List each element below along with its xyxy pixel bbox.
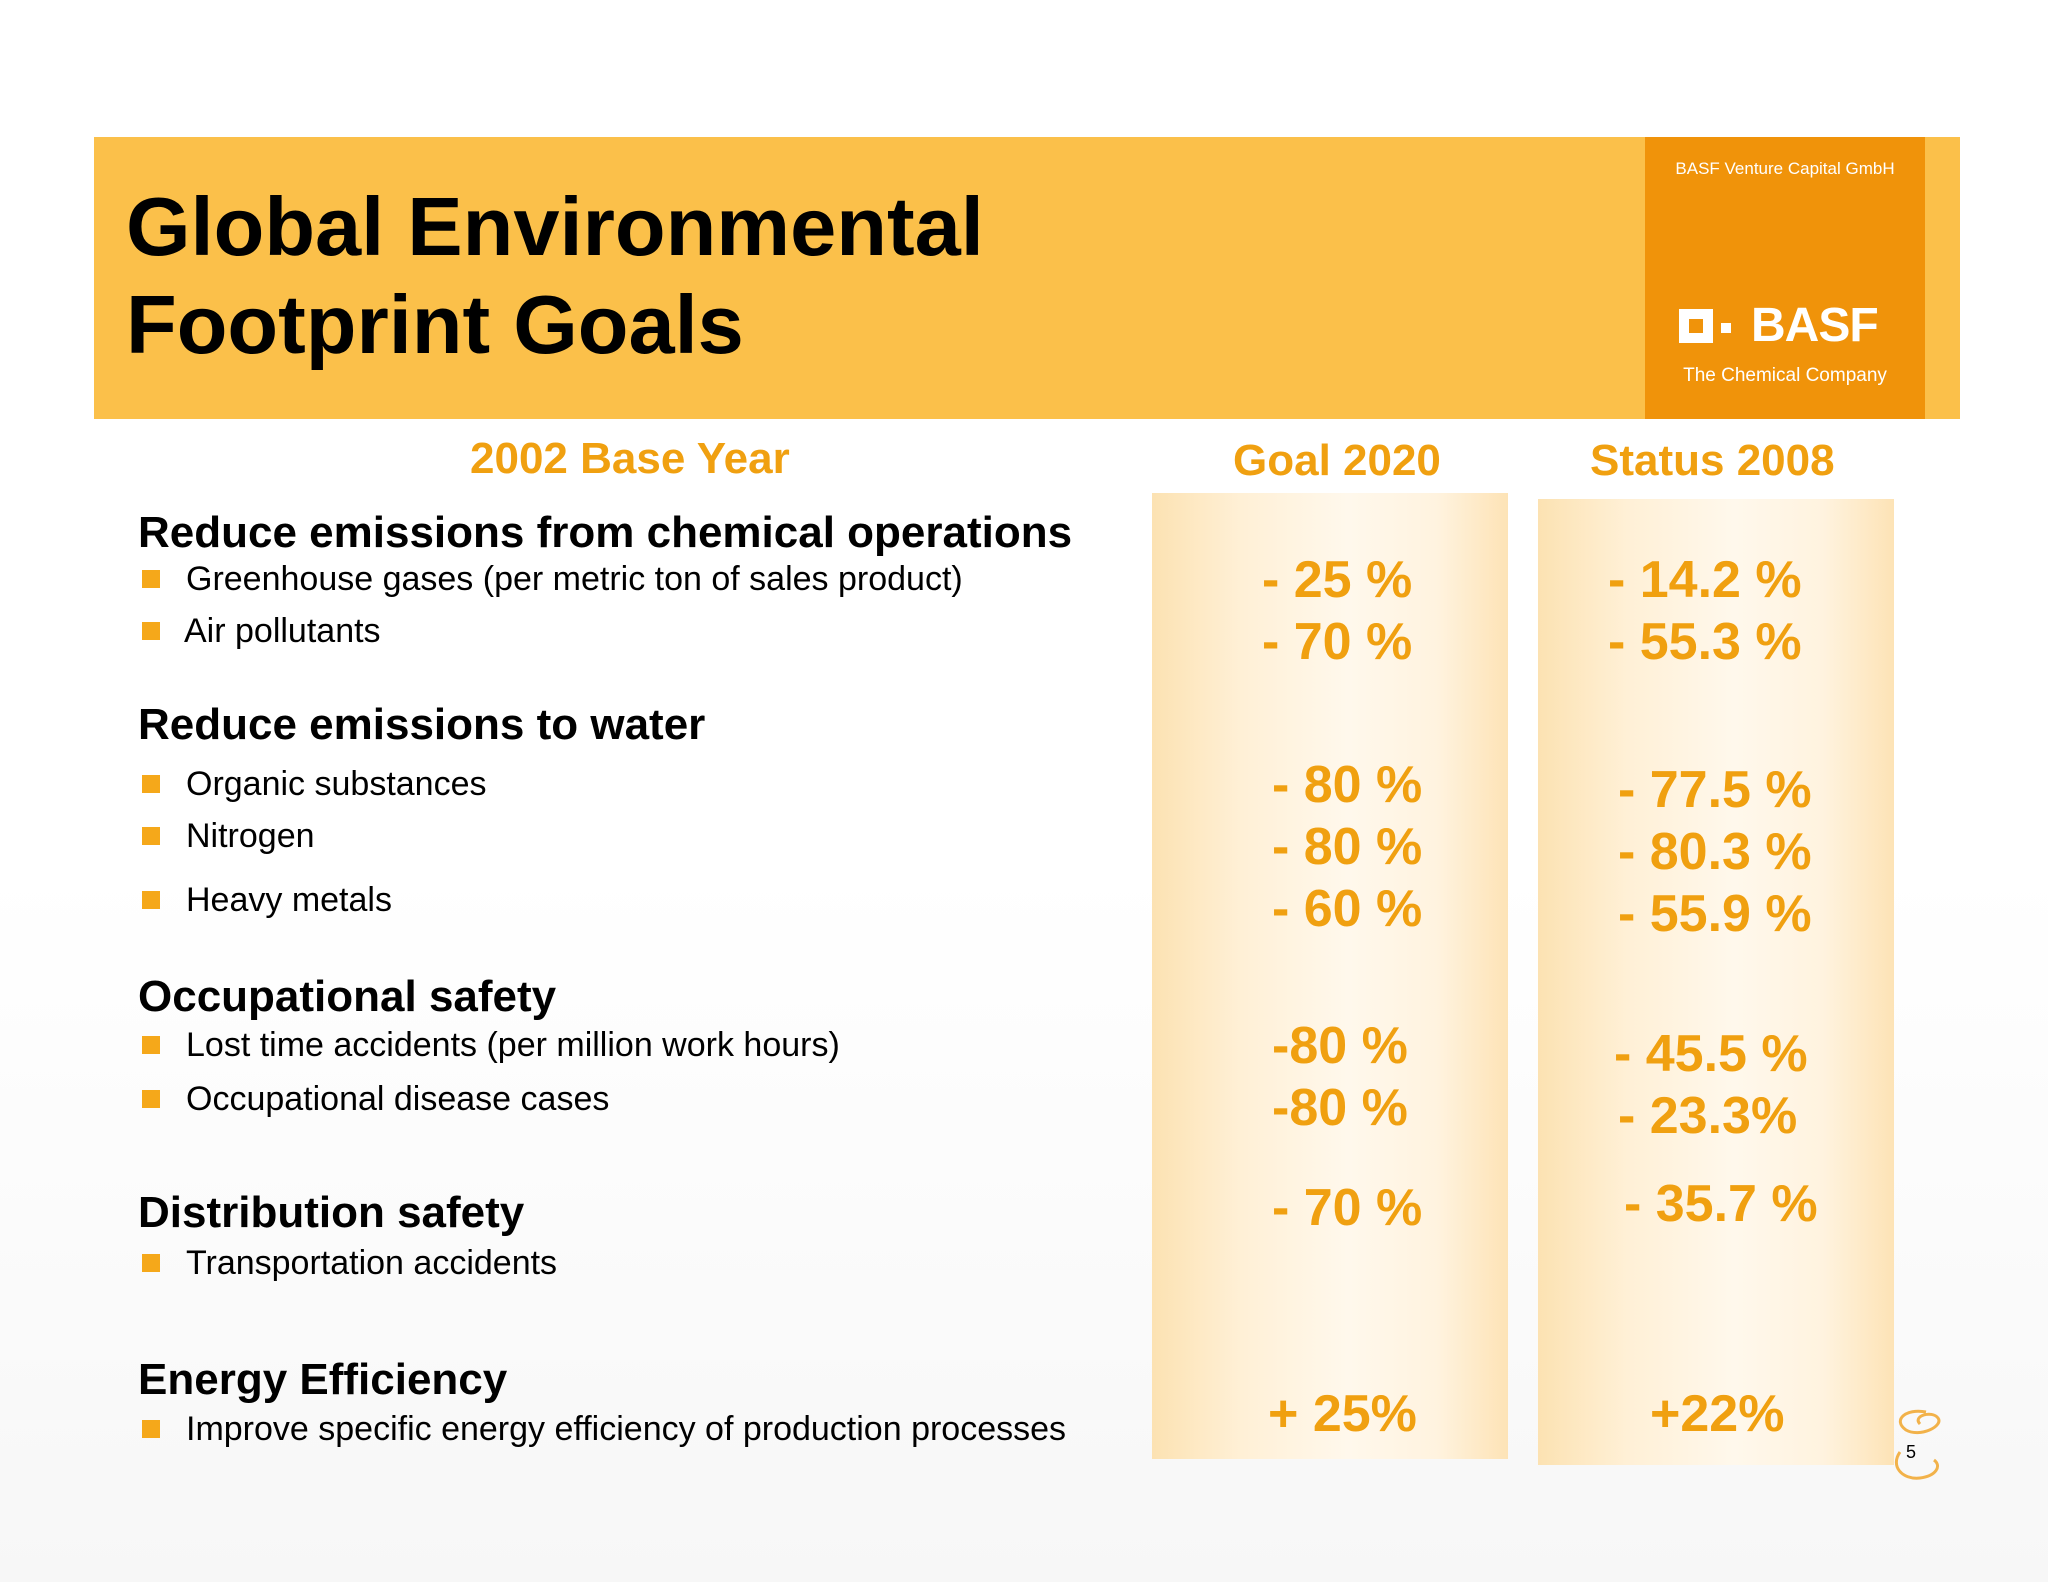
bullet-square-icon xyxy=(142,827,160,845)
status-value: - 77.5 % xyxy=(1618,761,1812,819)
swirl-logo-icon xyxy=(1894,1409,1941,1480)
column-header-base-year: 2002 Base Year xyxy=(470,434,790,483)
company-tagline: The Chemical Company xyxy=(1683,365,1887,386)
slide-title: Global Environmental Footprint Goals xyxy=(126,178,984,374)
goal-value: - 25 % xyxy=(1262,551,1413,609)
section-heading: Energy Efficiency xyxy=(138,1355,508,1404)
column-header-status: Status 2008 xyxy=(1590,436,1835,485)
goal-value: -80 % xyxy=(1272,1017,1408,1075)
status-value: - 35.7 % xyxy=(1624,1175,1818,1233)
status-value: - 14.2 % xyxy=(1608,551,1802,609)
bullet-square-icon xyxy=(142,1090,160,1108)
basf-square-icon xyxy=(1679,309,1713,343)
bullet-square-icon xyxy=(142,891,160,909)
basf-small-square-icon xyxy=(1721,323,1731,333)
item-label: Nitrogen xyxy=(186,817,315,855)
basf-logo-word: BASF xyxy=(1751,299,1879,352)
item-label: Organic substances xyxy=(186,765,487,803)
item-label: Air pollutants xyxy=(184,612,381,650)
status-value: - 55.9 % xyxy=(1618,885,1812,943)
status-value: - 45.5 % xyxy=(1614,1025,1808,1083)
status-column-background xyxy=(1538,499,1894,1465)
goal-value: - 80 % xyxy=(1272,756,1423,814)
section-heading: Distribution safety xyxy=(138,1188,525,1237)
goal-value: -80 % xyxy=(1272,1079,1408,1137)
section-heading: Occupational safety xyxy=(138,972,557,1021)
section-heading: Reduce emissions from chemical operation… xyxy=(138,508,1073,557)
bullet-square-icon xyxy=(142,775,160,793)
bullet-square-icon xyxy=(142,1036,160,1054)
column-header-goal: Goal 2020 xyxy=(1233,436,1441,485)
bullet-square-icon xyxy=(142,1420,160,1438)
item-label: Heavy metals xyxy=(186,881,392,919)
goal-value: - 70 % xyxy=(1262,613,1413,671)
bullet-square-icon xyxy=(142,570,160,588)
item-label: Greenhouse gases (per metric ton of sale… xyxy=(186,560,963,598)
item-label: Lost time accidents (per million work ho… xyxy=(186,1026,840,1064)
bullet-square-icon xyxy=(142,622,160,640)
company-unit-label: BASF Venture Capital GmbH xyxy=(1675,159,1895,178)
item-label: Improve specific energy efficiency of pr… xyxy=(186,1410,1067,1448)
status-value: - 55.3 % xyxy=(1608,613,1802,671)
title-line-1: Global Environmental xyxy=(126,180,984,273)
status-value: - 80.3 % xyxy=(1618,823,1812,881)
goal-value: - 80 % xyxy=(1272,818,1423,876)
page-number: 5 xyxy=(1906,1442,1917,1462)
status-value: - 23.3% xyxy=(1618,1087,1798,1145)
goal-column-background xyxy=(1152,493,1508,1459)
bullet-square-icon xyxy=(142,1254,160,1272)
item-label: Transportation accidents xyxy=(186,1244,558,1282)
section-heading: Reduce emissions to water xyxy=(138,700,706,749)
goal-value: + 25% xyxy=(1268,1385,1417,1443)
title-line-2: Footprint Goals xyxy=(126,278,744,371)
goal-value: - 60 % xyxy=(1272,880,1423,938)
basf-logo-panel: BASF Venture Capital GmbH BASF The Chemi… xyxy=(1645,137,1925,419)
item-label: Occupational disease cases xyxy=(186,1080,610,1118)
goal-value: - 70 % xyxy=(1272,1179,1423,1237)
status-value: +22% xyxy=(1650,1385,1785,1443)
